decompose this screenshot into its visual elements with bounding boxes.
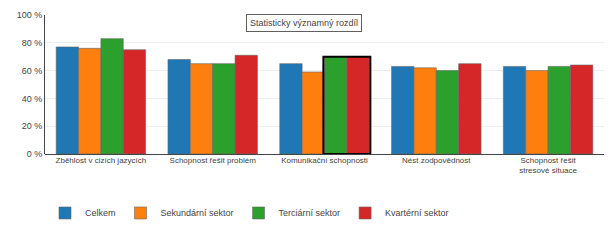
svg-text:Schopnost řešitstresové situac: Schopnost řešitstresové situace (519, 156, 577, 175)
svg-text:Zběhlost v cizích jazycích: Zběhlost v cizích jazycích (56, 156, 147, 165)
svg-text:Komunikační schopnosti: Komunikační schopnosti (281, 156, 368, 165)
svg-text:40 %: 40 % (22, 94, 43, 104)
svg-text:Kvartérní sektor: Kvartérní sektor (385, 208, 449, 218)
svg-text:Terciární sektor: Terciární sektor (279, 208, 341, 218)
svg-text:Statisticky významný rozdíl: Statisticky významný rozdíl (250, 18, 358, 28)
svg-text:Schopnost řešit problém: Schopnost řešit problém (170, 156, 257, 165)
svg-text:20 %: 20 % (22, 121, 43, 131)
svg-text:Sekundární sektor: Sekundární sektor (161, 208, 234, 218)
svg-text:80 %: 80 % (22, 38, 43, 48)
svg-text:60 %: 60 % (22, 66, 43, 76)
svg-text:Nést zodpovědnost: Nést zodpovědnost (402, 156, 471, 165)
svg-text:0 %: 0 % (27, 149, 43, 159)
svg-text:100 %: 100 % (17, 10, 43, 20)
svg-text:Celkem: Celkem (85, 208, 116, 218)
